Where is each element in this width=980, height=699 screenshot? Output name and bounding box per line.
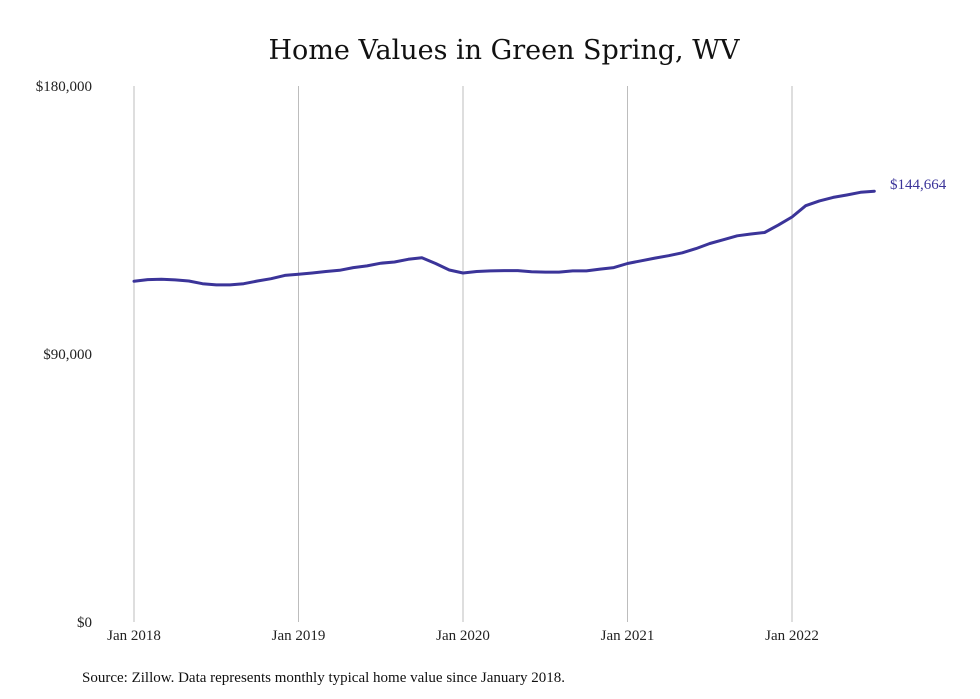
x-tick-label: Jan 2021 xyxy=(601,628,655,644)
x-tick-label: Jan 2019 xyxy=(272,628,326,644)
gridlines xyxy=(133,86,793,622)
series-layer xyxy=(132,189,876,287)
y-axis-tick-labels: $0 $90,000 $180,000 xyxy=(36,79,92,631)
source-note: Source: Zillow. Data represents monthly … xyxy=(82,670,565,686)
series-line xyxy=(132,189,876,287)
y-tick-label: $180,000 xyxy=(36,79,92,95)
y-tick-label: $90,000 xyxy=(43,347,92,363)
end-value-label: $144,664 xyxy=(890,177,947,193)
x-tick-label: Jan 2018 xyxy=(107,628,161,644)
chart-title: Home Values in Green Spring, WV xyxy=(269,35,740,66)
x-axis-tick-labels: Jan 2018 Jan 2019 Jan 2020 Jan 2021 Jan 2022 xyxy=(107,628,819,644)
x-tick-label: Jan 2022 xyxy=(765,628,819,644)
x-tick-label: Jan 2020 xyxy=(436,628,490,644)
y-tick-label: $0 xyxy=(77,615,92,631)
